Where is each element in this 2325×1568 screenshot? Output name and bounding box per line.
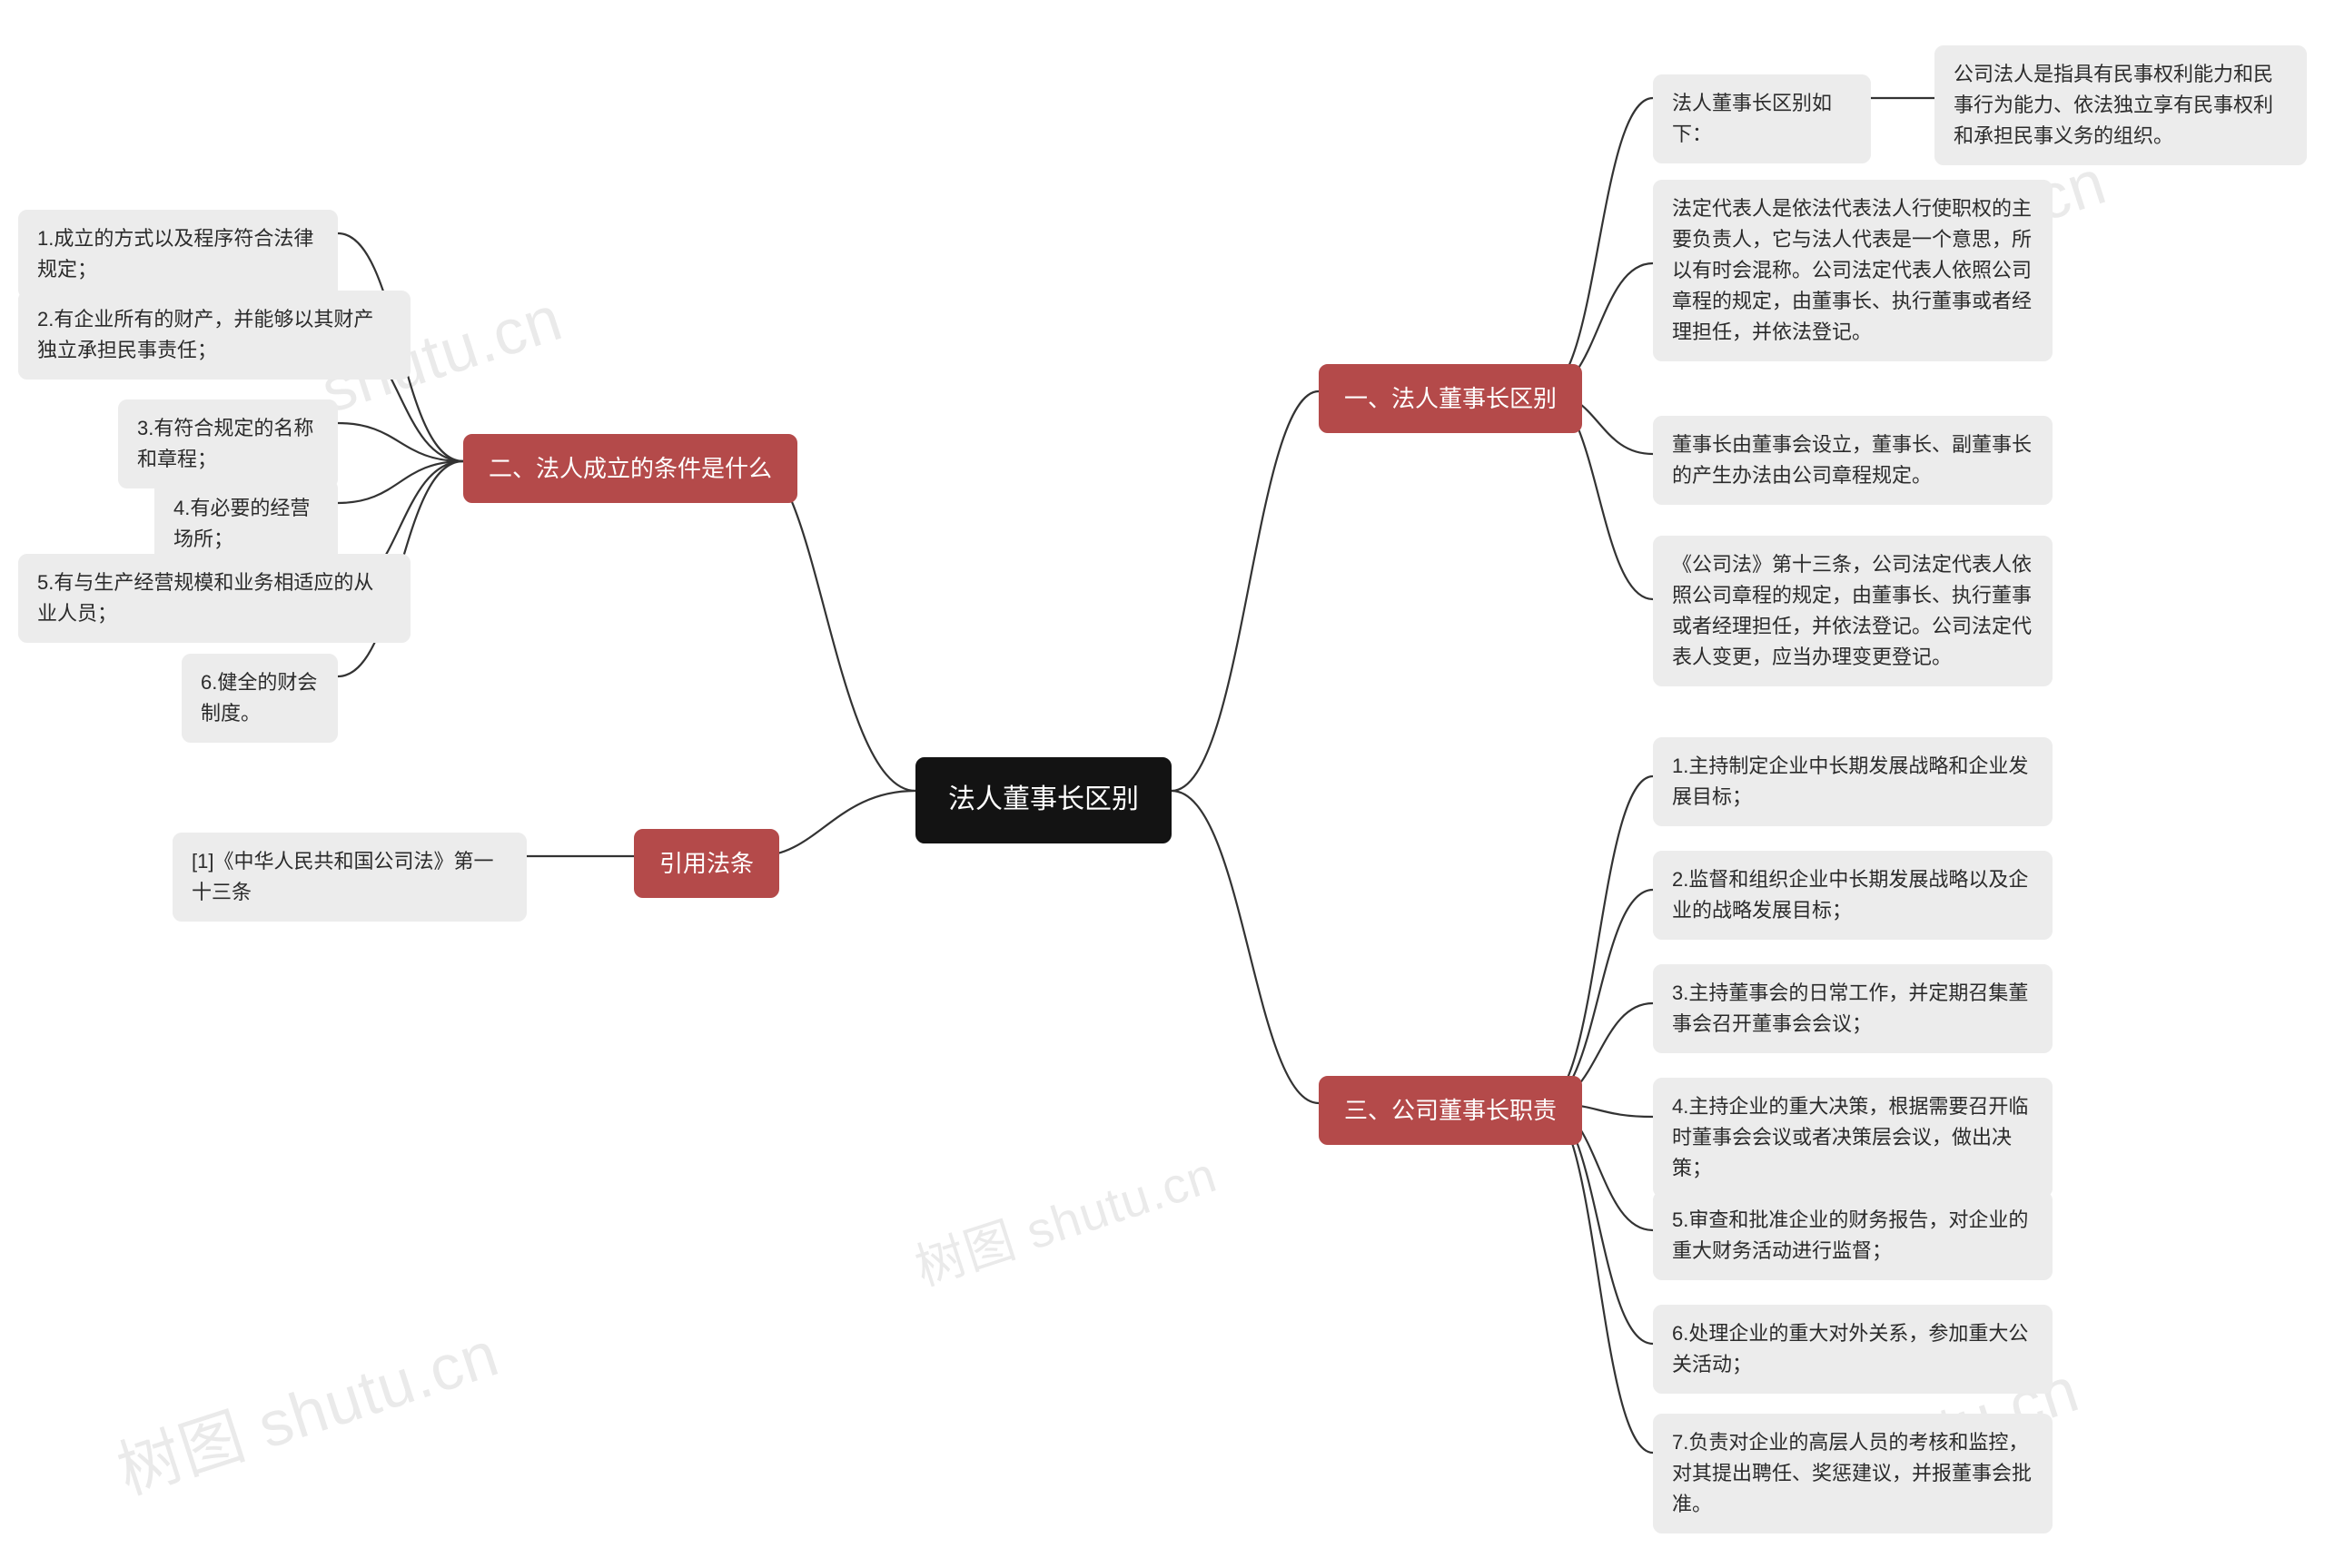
mindmap-canvas: shutu.cn shutu.cn 树图 shutu.cn shutu.cn 树… bbox=[0, 0, 2325, 1568]
leaf-right-1-2[interactable]: 法定代表人是依法代表法人行使职权的主要负责人，它与法人代表是一个意思，所以有时会… bbox=[1653, 180, 2053, 361]
leaf-left-1-1[interactable]: 1.成立的方式以及程序符合法律规定； bbox=[18, 210, 338, 299]
leaf-left-2-1[interactable]: [1]《中华人民共和国公司法》第一十三条 bbox=[173, 833, 527, 922]
watermark: 树图 shutu.cn bbox=[104, 1303, 509, 1513]
leaf-right-2-5[interactable]: 5.审查和批准企业的财务报告，对企业的重大财务活动进行监督； bbox=[1653, 1191, 2053, 1280]
branch-left-2[interactable]: 引用法条 bbox=[634, 829, 779, 898]
leaf-right-2-1[interactable]: 1.主持制定企业中长期发展战略和企业发展目标； bbox=[1653, 737, 2053, 826]
leaf-right-2-7[interactable]: 7.负责对企业的高层人员的考核和监控，对其提出聘任、奖惩建议，并报董事会批准。 bbox=[1653, 1414, 2053, 1533]
leaf-left-1-3[interactable]: 3.有符合规定的名称和章程； bbox=[118, 399, 338, 488]
leaf-left-1-6[interactable]: 6.健全的财会制度。 bbox=[182, 654, 338, 743]
leaf-right-1-4[interactable]: 《公司法》第十三条，公司法定代表人依照公司章程的规定，由董事长、执行董事或者经理… bbox=[1653, 536, 2053, 686]
leaf-right-2-4[interactable]: 4.主持企业的重大决策，根据需要召开临时董事会会议或者决策层会议，做出决策； bbox=[1653, 1078, 2053, 1198]
branch-left-1[interactable]: 二、法人成立的条件是什么 bbox=[463, 434, 797, 503]
leaf-right-2-3[interactable]: 3.主持董事会的日常工作，并定期召集董事会召开董事会会议； bbox=[1653, 964, 2053, 1053]
root-node[interactable]: 法人董事长区别 bbox=[915, 757, 1172, 843]
branch-right-1[interactable]: 一、法人董事长区别 bbox=[1319, 364, 1582, 433]
leaf-right-1-3[interactable]: 董事长由董事会设立，董事长、副董事长的产生办法由公司章程规定。 bbox=[1653, 416, 2053, 505]
leaf-right-1-prefix[interactable]: 法人董事长区别如下： bbox=[1653, 74, 1871, 163]
leaf-left-1-2[interactable]: 2.有企业所有的财产，并能够以其财产独立承担民事责任； bbox=[18, 291, 411, 380]
leaf-right-2-2[interactable]: 2.监督和组织企业中长期发展战略以及企业的战略发展目标； bbox=[1653, 851, 2053, 940]
branch-right-2[interactable]: 三、公司董事长职责 bbox=[1319, 1076, 1582, 1145]
leaf-right-1-1[interactable]: 公司法人是指具有民事权利能力和民事行为能力、依法独立享有民事权利和承担民事义务的… bbox=[1934, 45, 2307, 165]
leaf-right-2-6[interactable]: 6.处理企业的重大对外关系，参加重大公关活动； bbox=[1653, 1305, 2053, 1394]
watermark: 树图 shutu.cn bbox=[905, 1134, 1224, 1299]
leaf-left-1-5[interactable]: 5.有与生产经营规模和业务相适应的从业人员； bbox=[18, 554, 411, 643]
